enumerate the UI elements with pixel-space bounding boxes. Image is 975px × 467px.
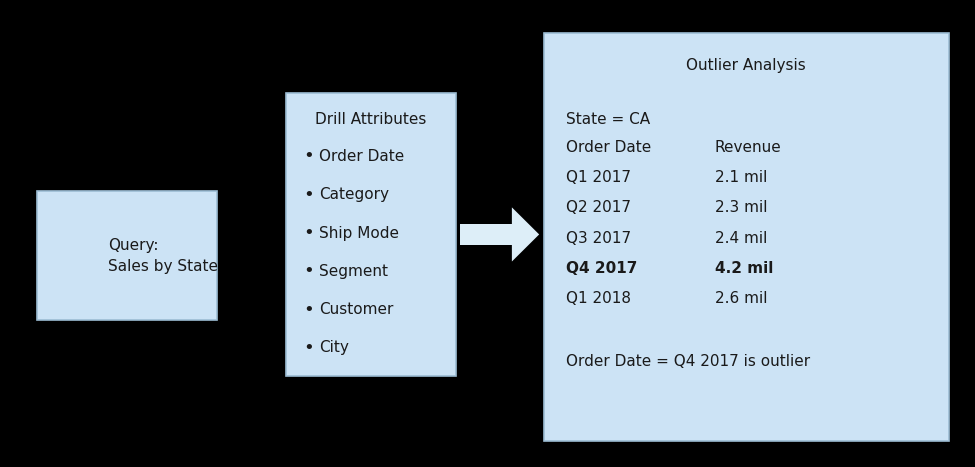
Text: Segment: Segment	[319, 264, 388, 279]
FancyBboxPatch shape	[544, 33, 949, 441]
FancyBboxPatch shape	[286, 93, 456, 376]
Text: 2.1 mil: 2.1 mil	[715, 170, 767, 185]
Text: •: •	[303, 224, 314, 242]
Text: Customer: Customer	[319, 302, 393, 317]
Text: 2.6 mil: 2.6 mil	[715, 291, 767, 306]
Text: •: •	[303, 339, 314, 357]
Text: Category: Category	[319, 187, 389, 202]
Text: Order Date = Q4 2017 is outlier: Order Date = Q4 2017 is outlier	[566, 354, 809, 369]
Text: Revenue: Revenue	[715, 140, 781, 155]
Text: 2.3 mil: 2.3 mil	[715, 200, 767, 215]
Text: •: •	[303, 186, 314, 204]
Text: Q4 2017: Q4 2017	[566, 261, 637, 276]
Text: •: •	[303, 301, 314, 318]
Text: Query:
Sales by State: Query: Sales by State	[107, 238, 217, 274]
Text: Order Date: Order Date	[319, 149, 404, 164]
Text: •: •	[303, 262, 314, 280]
Text: City: City	[319, 340, 349, 355]
Text: Outlier Analysis: Outlier Analysis	[686, 58, 806, 73]
Text: Q3 2017: Q3 2017	[566, 231, 631, 246]
Text: Drill Attributes: Drill Attributes	[315, 112, 427, 127]
FancyBboxPatch shape	[37, 191, 217, 320]
Text: Q2 2017: Q2 2017	[566, 200, 631, 215]
Text: Q1 2018: Q1 2018	[566, 291, 631, 306]
Text: Ship Mode: Ship Mode	[319, 226, 399, 241]
Text: State = CA: State = CA	[566, 112, 649, 127]
Text: 2.4 mil: 2.4 mil	[715, 231, 767, 246]
Polygon shape	[460, 224, 512, 245]
Text: Q1 2017: Q1 2017	[566, 170, 631, 185]
Text: Order Date: Order Date	[566, 140, 650, 155]
Polygon shape	[512, 207, 539, 262]
Text: •: •	[303, 148, 314, 165]
Text: 4.2 mil: 4.2 mil	[715, 261, 773, 276]
